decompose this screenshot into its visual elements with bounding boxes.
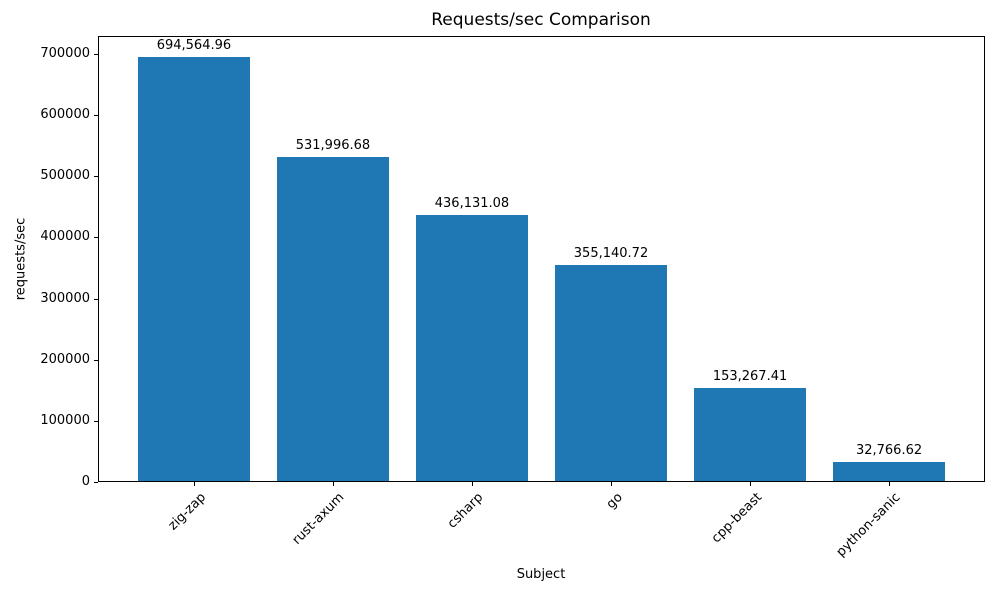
y-tick-mark <box>94 420 98 422</box>
x-tick-mark <box>750 482 752 486</box>
bar-go <box>555 264 667 481</box>
bar-zig-zap <box>138 57 250 481</box>
y-tick-label: 700000 <box>40 45 90 61</box>
y-tick-label: 100000 <box>40 412 90 428</box>
bar-csharp <box>416 215 528 481</box>
bar-value-label: 436,131.08 <box>434 196 510 212</box>
x-tick-mark <box>611 482 612 486</box>
bar-value-label: 355,140.72 <box>573 245 649 261</box>
bar-python-sanic <box>833 461 945 481</box>
y-tick-label: 500000 <box>40 168 90 184</box>
y-tick-mark <box>94 53 98 55</box>
x-tick-label-text: cpp-beast <box>708 490 765 547</box>
y-tick-mark <box>94 359 98 361</box>
x-tick-mark <box>889 482 891 486</box>
x-tick-label-text: csharp <box>445 490 487 532</box>
bar-value-label: 694,564.96 <box>156 38 232 54</box>
bar-value-label: 32,766.62 <box>855 442 923 458</box>
x-tick-mark <box>471 482 473 486</box>
y-tick-label: 0 <box>81 474 90 489</box>
chart-title: Requests/sec Comparison <box>431 10 651 30</box>
y-tick-label: 200000 <box>40 351 90 367</box>
x-tick-label-text: zig-zap <box>165 490 209 534</box>
y-tick-label: 400000 <box>40 229 90 245</box>
y-tick-label: 300000 <box>40 290 90 306</box>
y-tick-mark <box>94 298 98 300</box>
bar-value-label: 153,267.41 <box>712 369 788 385</box>
bar-rust-axum <box>277 156 389 481</box>
y-tick-mark <box>94 176 98 178</box>
y-tick-mark <box>94 115 98 117</box>
x-tick-mark <box>332 482 334 486</box>
x-tick-mark <box>193 482 195 486</box>
x-tick-label-text: rust-axum <box>289 490 348 548</box>
bar-cpp-beast <box>694 388 806 481</box>
bar-value-label: 531,996.68 <box>295 137 371 153</box>
x-axis-label: Subject <box>516 567 566 582</box>
y-tick-mark <box>94 482 98 483</box>
x-tick-label-text: go <box>603 490 626 513</box>
x-tick-label-text: python-sanic <box>833 490 904 560</box>
y-tick-label: 600000 <box>40 107 90 123</box>
y-tick-mark <box>94 237 98 239</box>
